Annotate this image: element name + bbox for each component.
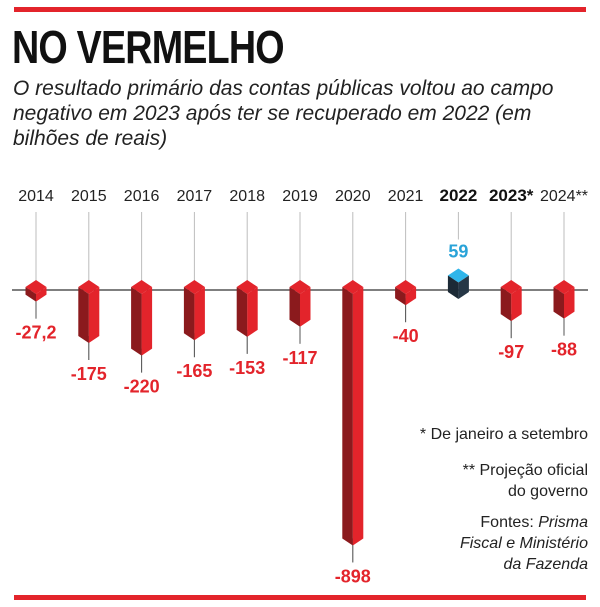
value-label: -898 bbox=[335, 566, 371, 586]
bar-left-face bbox=[183, 287, 195, 341]
bar-left-face bbox=[131, 287, 142, 356]
year-label: 2021 bbox=[388, 188, 424, 205]
bar-left-face bbox=[289, 287, 300, 327]
sources-note: Fontes: Prisma Fiscal e Ministério da Fa… bbox=[460, 512, 588, 575]
footnote-period: * De janeiro a setembro bbox=[419, 426, 588, 443]
year-label: 2023* bbox=[489, 186, 534, 205]
value-label: -220 bbox=[124, 377, 160, 397]
year-label: 2016 bbox=[124, 188, 160, 205]
value-label: -97 bbox=[498, 342, 524, 362]
top-rule bbox=[14, 7, 586, 12]
value-label: -153 bbox=[229, 358, 265, 378]
bar-left-face bbox=[78, 287, 89, 343]
sources-name-3: da Fazenda bbox=[503, 556, 588, 573]
bar bbox=[78, 280, 100, 343]
bar bbox=[553, 280, 575, 319]
bar bbox=[447, 268, 469, 299]
sources-name-1: Prisma bbox=[538, 514, 588, 531]
bar bbox=[236, 280, 258, 337]
year-label: 2020 bbox=[335, 188, 371, 205]
chart-subtitle: O resultado primário das contas públicas… bbox=[13, 77, 554, 150]
bar-left-face bbox=[25, 287, 36, 302]
year-label: 2022 bbox=[439, 186, 477, 205]
year-label: 2019 bbox=[282, 188, 318, 205]
footnote-projection-line2: do governo bbox=[507, 483, 588, 500]
value-label: -27,2 bbox=[15, 323, 56, 343]
bar-right-face bbox=[36, 287, 47, 302]
year-label: 2014 bbox=[18, 188, 54, 205]
bar-left-face bbox=[500, 287, 512, 322]
year-labels: 2014 2015 2016 2017 2018 2019 2020 2021 2022 2023… bbox=[18, 186, 588, 205]
bar-right-face bbox=[511, 287, 522, 322]
sources-prefix: Fontes: bbox=[480, 514, 539, 531]
value-label: -175 bbox=[71, 364, 107, 384]
value-label: -117 bbox=[282, 348, 317, 368]
bottom-rule bbox=[14, 595, 586, 600]
bar-right-face bbox=[194, 287, 205, 341]
bar-left-face bbox=[236, 287, 248, 337]
bars bbox=[25, 268, 575, 546]
bar-right-face bbox=[300, 287, 311, 327]
bar bbox=[289, 280, 311, 327]
bar-right-face bbox=[247, 287, 258, 337]
bar-right-face bbox=[564, 287, 575, 319]
value-label: -88 bbox=[551, 340, 577, 360]
value-label: -40 bbox=[393, 326, 419, 346]
year-label: 2018 bbox=[229, 188, 265, 205]
bar-right-face bbox=[88, 287, 100, 343]
bar-left-face bbox=[553, 287, 564, 319]
bar-right-face bbox=[405, 287, 417, 306]
bar bbox=[183, 280, 205, 341]
year-label: 2017 bbox=[177, 188, 213, 205]
bar bbox=[500, 280, 522, 322]
bar-right-face bbox=[352, 287, 364, 546]
value-label: -165 bbox=[176, 361, 212, 381]
bar bbox=[25, 280, 47, 302]
bar bbox=[131, 280, 153, 356]
year-label: 2015 bbox=[71, 188, 107, 205]
bar bbox=[342, 280, 364, 546]
chart-title: NO VERMELHO bbox=[12, 21, 285, 73]
value-labels: -27,2 -175 -220 -165 -153 -117 -898 -40 59 -97 -88 bbox=[15, 241, 577, 586]
bar-right-face bbox=[458, 275, 469, 299]
value-label: 59 bbox=[448, 241, 468, 261]
year-label: 2024** bbox=[540, 188, 588, 205]
sources-name-2: Fiscal e Ministério bbox=[459, 535, 588, 552]
bar-chart: 2014 2015 2016 2017 2018 2019 2020 2021 2022 2023… bbox=[12, 186, 588, 586]
footnote-projection-line1: ** Projeção oficial bbox=[462, 462, 588, 479]
bar-left-face bbox=[447, 275, 459, 299]
footnote-projection: ** Projeção oficial do governo bbox=[463, 460, 588, 502]
bar-right-face bbox=[141, 287, 153, 356]
bar-left-face bbox=[395, 287, 406, 306]
guide-lines bbox=[35, 212, 565, 563]
bar-left-face bbox=[342, 287, 353, 546]
bar bbox=[395, 280, 417, 306]
